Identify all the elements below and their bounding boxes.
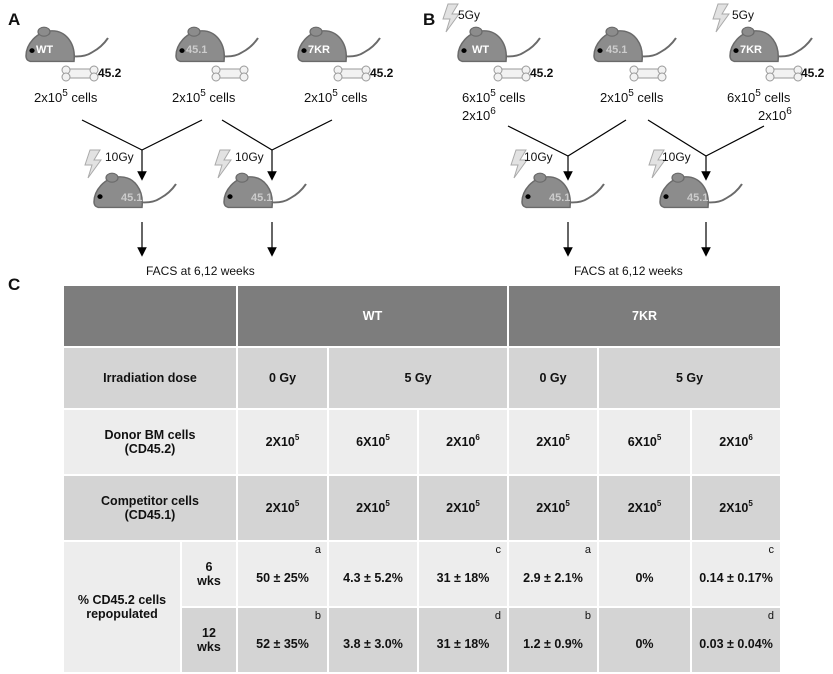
table-header-row: WT 7KR [62,284,783,348]
header-wt: WT [235,284,510,348]
table-cell: d 0.03 ± 0.04% [690,606,783,674]
table-row: Competitor cells (CD45.1) 2X105 2X105 2X1… [62,474,783,542]
facs-footer: FACS at 6,12 weeks [146,264,255,278]
bone-icon [493,65,531,82]
marker-label: 45.2 [801,66,825,80]
dose-label: 10Gy [662,150,691,164]
mouse-label: 45.1 [186,44,208,56]
table-cell: 6X105 [597,408,693,476]
header-blank [62,284,238,348]
table-cell: 2X106 [690,408,783,476]
panel-label-b: B [423,10,436,29]
cell-count: 6x105 cells [727,88,791,105]
dose-label: 5Gy [732,8,755,22]
table-cell: 2X105 [597,474,693,542]
table-cell: 0 Gy [236,346,329,410]
table-row: Irradiation dose 0 Gy 5 Gy 0 Gy 5 Gy [62,346,783,410]
facs-footer: FACS at 6,12 weeks [574,264,683,278]
cell-count-alt: 2x106 [758,106,792,123]
table-cell: 6X105 [327,408,419,476]
marker-label: 45.2 [530,66,554,80]
cell-count: 2x105 cells [600,88,664,105]
mouse-label: 45.1 [606,44,628,56]
bone-icon [61,65,99,82]
merge-lines-a [81,119,333,257]
significance-letter: a [314,544,321,556]
mouse-label: WT [36,44,54,56]
bolt-icon [712,3,730,33]
cell-count: 2x105 cells [172,88,236,105]
mouse-label: 45.1 [121,192,143,204]
table-row: 12 wks b 52 ± 35% 3.8 ± 3.0% d 31 ± 18% b 1.… [63,606,783,674]
cell-count: 2x105 cells [34,88,98,105]
bolt-icon [214,149,232,179]
dose-label: 10Gy [235,150,264,164]
table-cell: 5 Gy [326,346,510,410]
bone-icon [765,65,803,82]
bolt-icon [442,3,460,33]
table-cell: 0 Gy [507,346,600,410]
table-cell: 2X105 [236,474,329,542]
table-cell: 2X105 [507,408,600,476]
table-cell: 2X105 [327,474,419,542]
schematic-diagram [25,3,813,257]
mouse-label: 45.1 [549,192,571,204]
mouse-label: 7KR [740,44,763,56]
table-cell: a 50 ± 25% [236,540,329,608]
mouse-label: WT [472,44,490,56]
marker-label: 45.2 [370,66,394,80]
significance-letter: c [495,544,502,556]
table-row: Donor BM cells (CD45.2) 2X105 6X105 2X106… [62,408,783,476]
mouse-icon [457,26,541,63]
cell-count-alt: 2x106 [462,106,496,123]
table-row: % CD45.2 cells repopulated 6 wks a 50 ± 25%… [62,540,783,674]
row-label: % CD45.2 cells repopulated [62,540,182,674]
mouse-label: 45.1 [687,192,709,204]
results-table: WT 7KR Irradiation dose 0 Gy 5 Gy 0 Gy 5… [62,284,783,674]
table-cell: 2X106 [416,408,510,476]
bolt-icon [84,149,102,179]
table-cell: 0% [597,606,693,674]
table-cell: b 52 ± 35% [236,606,329,674]
table-cell: 0% [597,540,693,608]
table-cell: 2X105 [236,408,329,476]
significance-letter: d [767,610,775,622]
header-7kr: 7KR [507,284,783,348]
table-cell: 2X105 [507,474,600,542]
cell-count: 2x105 cells [304,88,368,105]
panel-label-c: C [8,275,21,294]
table-cell: b 1.2 ± 0.9% [507,606,600,674]
significance-letter: d [494,610,502,622]
sub-row-label: 6 wks [180,540,238,608]
cell-count: 6x105 cells [462,88,526,105]
bone-icon [629,65,667,82]
table-cell: c 31 ± 18% [416,540,510,608]
row-label: Competitor cells (CD45.1) [62,474,238,542]
table-cell: 2X105 [416,474,510,542]
significance-letter: b [584,610,592,622]
table-cell: d 31 ± 18% [416,606,510,674]
dose-label: 10Gy [105,150,134,164]
significance-letter: c [768,544,775,556]
table-cell: 5 Gy [597,346,783,410]
sub-row-label: 12 wks [180,606,238,674]
table-cell: 4.3 ± 5.2% [327,540,419,608]
bone-icon [333,65,371,82]
dose-label: 5Gy [458,8,481,22]
table-cell: 2X105 [690,474,783,542]
dose-label: 10Gy [524,150,553,164]
table-cell: 3.8 ± 3.0% [327,606,419,674]
mouse-label: 45.1 [251,192,273,204]
merge-lines-b [507,119,765,257]
significance-letter: a [584,544,592,556]
significance-letter: b [314,610,321,622]
marker-label: 45.2 [98,66,122,80]
table-cell: c 0.14 ± 0.17% [690,540,783,608]
bone-icon [211,65,249,82]
row-label: Donor BM cells (CD45.2) [62,408,238,476]
table-cell: a 2.9 ± 2.1% [507,540,600,608]
mouse-label: 7KR [308,44,331,56]
panel-label-a: A [8,10,21,29]
row-label: Irradiation dose [62,346,238,410]
